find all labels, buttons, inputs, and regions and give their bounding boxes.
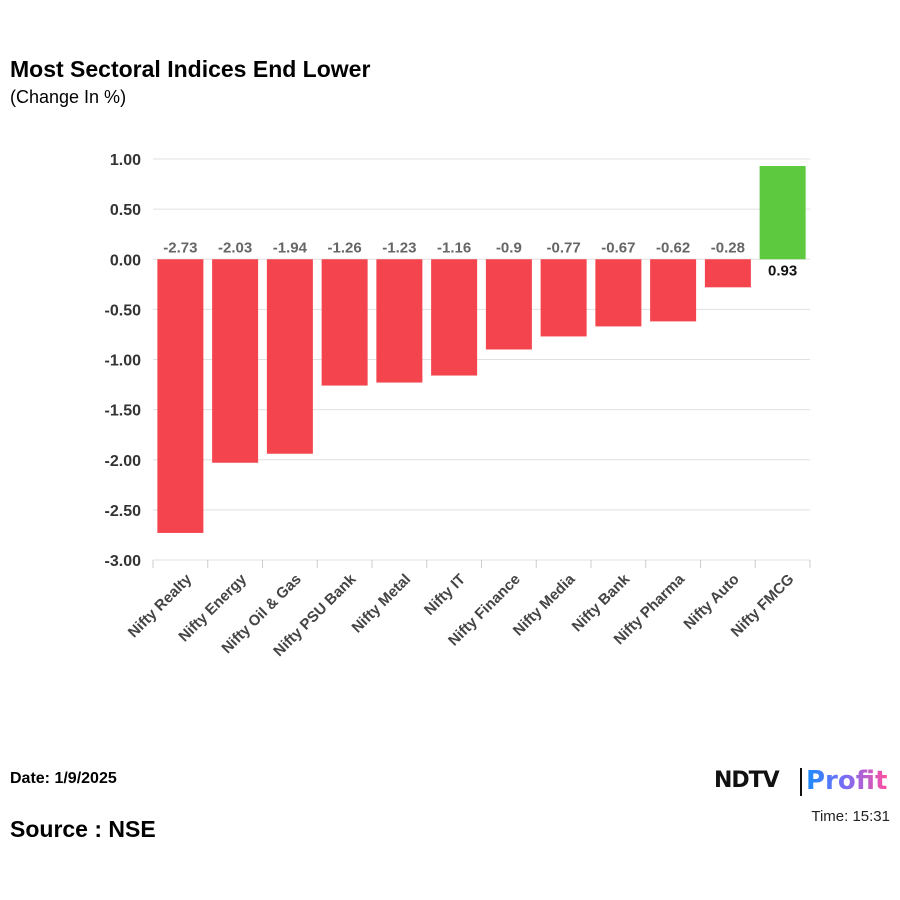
x-tick-label: Nifty IT bbox=[421, 571, 469, 619]
chart-subtitle: (Change In %) bbox=[10, 87, 127, 107]
data-label: 0.93 bbox=[768, 262, 797, 279]
y-tick-label: -1.00 bbox=[105, 353, 142, 370]
y-tick-label: -0.50 bbox=[105, 302, 142, 319]
ndtv-logo: NDTV bbox=[714, 768, 780, 793]
y-tick-label: 0.50 bbox=[110, 202, 141, 219]
data-label: -2.73 bbox=[163, 239, 197, 256]
bar bbox=[212, 259, 259, 463]
date-label: Date: 1/9/2025 bbox=[10, 770, 117, 787]
bar bbox=[431, 259, 478, 376]
y-tick-label: -3.00 bbox=[105, 553, 142, 570]
logo-separator bbox=[800, 768, 802, 796]
data-label: -1.16 bbox=[437, 239, 471, 256]
y-tick-label: -2.50 bbox=[105, 503, 142, 520]
data-label: -1.26 bbox=[328, 239, 362, 256]
data-label: -0.62 bbox=[656, 239, 690, 256]
chart-title: Most Sectoral Indices End Lower bbox=[10, 56, 371, 82]
data-label: -0.28 bbox=[711, 239, 745, 256]
x-tick-label: Nifty Metal bbox=[349, 571, 415, 637]
bar bbox=[540, 259, 587, 337]
y-tick-label: -2.00 bbox=[105, 453, 142, 470]
bar bbox=[376, 259, 423, 383]
bar bbox=[321, 259, 368, 386]
bar bbox=[704, 259, 751, 288]
data-label: -0.67 bbox=[601, 239, 635, 256]
bar bbox=[650, 259, 697, 322]
time-label: Time: 15:31 bbox=[811, 808, 890, 825]
y-tick-label: 0.00 bbox=[110, 252, 141, 269]
bar bbox=[157, 259, 204, 533]
data-label: -1.94 bbox=[273, 239, 308, 256]
data-label: -0.9 bbox=[496, 239, 522, 256]
data-label: -0.77 bbox=[547, 239, 581, 256]
profit-logo: Profit bbox=[806, 766, 888, 796]
data-label: -2.03 bbox=[218, 239, 252, 256]
source-label: Source : NSE bbox=[10, 816, 156, 842]
bar bbox=[485, 259, 532, 350]
bar bbox=[759, 166, 806, 260]
bar bbox=[595, 259, 642, 327]
y-tick-label: -1.50 bbox=[105, 403, 142, 420]
bar-chart: 1.00 0.50 0.00 -0.50 -1.00 -1.50 -2.00 -2.50 -3.… bbox=[105, 152, 811, 660]
y-tick-label: 1.00 bbox=[110, 152, 141, 169]
bar bbox=[266, 259, 313, 454]
data-label: -1.23 bbox=[382, 239, 416, 256]
